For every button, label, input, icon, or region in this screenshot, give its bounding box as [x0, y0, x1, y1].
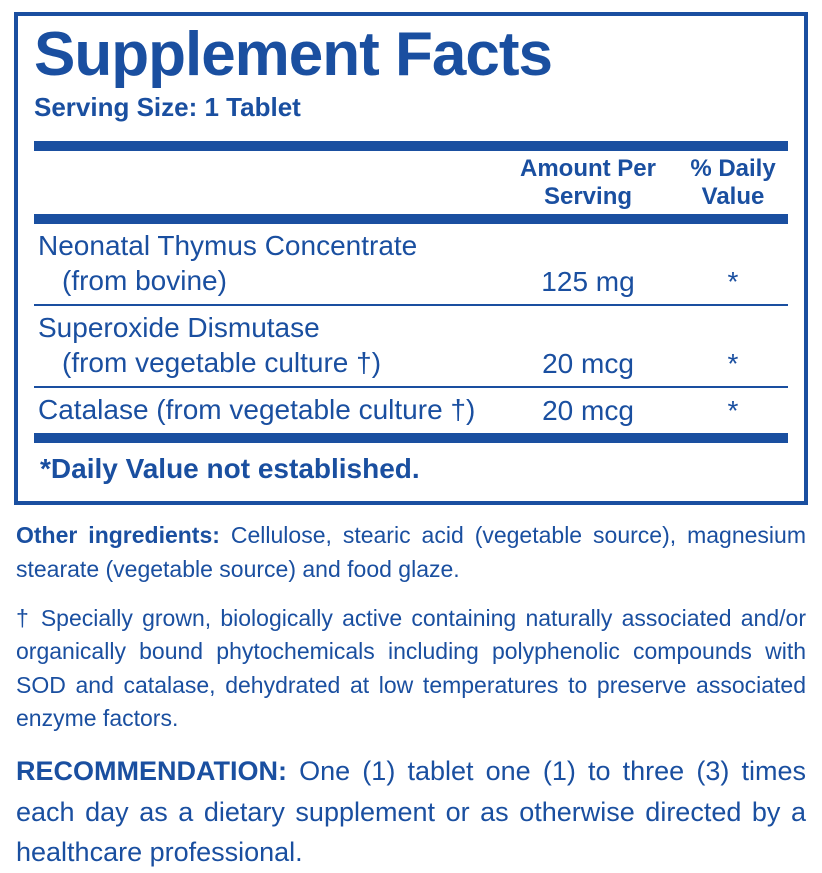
header-amount-l2: Serving: [544, 183, 632, 210]
ingredient-amount: 20 mcg: [498, 395, 678, 427]
ingredient-sub: (from vegetable culture †): [38, 345, 498, 380]
header-dv-l1: % Daily: [690, 155, 775, 182]
header-dv-l2: Value: [702, 183, 765, 210]
ingredient-main: Neonatal Thymus Concentrate: [38, 230, 417, 261]
serving-size: Serving Size: 1 Tablet: [34, 92, 788, 123]
ingredient-amount: 20 mcg: [498, 348, 678, 380]
ingredient-name: Catalase (from vegetable culture †): [34, 392, 498, 427]
ingredient-main: Superoxide Dismutase: [38, 312, 320, 343]
column-headers: Amount Per Serving % Daily Value: [34, 151, 788, 214]
ingredient-name: Neonatal Thymus Concentrate (from bovine…: [34, 228, 498, 298]
header-daily-value: % Daily Value: [678, 155, 788, 210]
dv-footnote: *Daily Value not established.: [34, 443, 788, 489]
ingredient-name: Superoxide Dismutase (from vegetable cul…: [34, 310, 498, 380]
rule-thick-top: [34, 141, 788, 151]
supplement-facts-panel: Supplement Facts Serving Size: 1 Tablet …: [14, 12, 808, 505]
ingredient-row: Catalase (from vegetable culture †) 20 m…: [34, 388, 788, 433]
ingredient-row: Neonatal Thymus Concentrate (from bovine…: [34, 224, 788, 304]
other-ingredients-lead: Other ingredients:: [16, 522, 220, 548]
recommendation-lead: RECOMMENDATION:: [16, 756, 287, 786]
ingredient-dv: *: [678, 266, 788, 298]
rule-thick-header: [34, 214, 788, 224]
header-amount-l1: Amount Per: [520, 155, 656, 182]
ingredient-dv: *: [678, 395, 788, 427]
dagger-note: † Specially grown, biologically active c…: [14, 602, 808, 735]
ingredient-main: Catalase (from vegetable culture †): [38, 394, 475, 425]
ingredient-dv: *: [678, 348, 788, 380]
recommendation: RECOMMENDATION: One (1) tablet one (1) t…: [14, 751, 808, 873]
ingredient-amount: 125 mg: [498, 266, 678, 298]
ingredient-sub: (from bovine): [38, 263, 498, 298]
header-amount: Amount Per Serving: [498, 155, 678, 210]
panel-title: Supplement Facts: [34, 24, 788, 86]
rule-thick-bottom: [34, 433, 788, 443]
other-ingredients: Other ingredients: Cellulose, stearic ac…: [14, 519, 808, 586]
ingredient-row: Superoxide Dismutase (from vegetable cul…: [34, 306, 788, 386]
dagger-text: † Specially grown, biologically active c…: [16, 605, 806, 731]
